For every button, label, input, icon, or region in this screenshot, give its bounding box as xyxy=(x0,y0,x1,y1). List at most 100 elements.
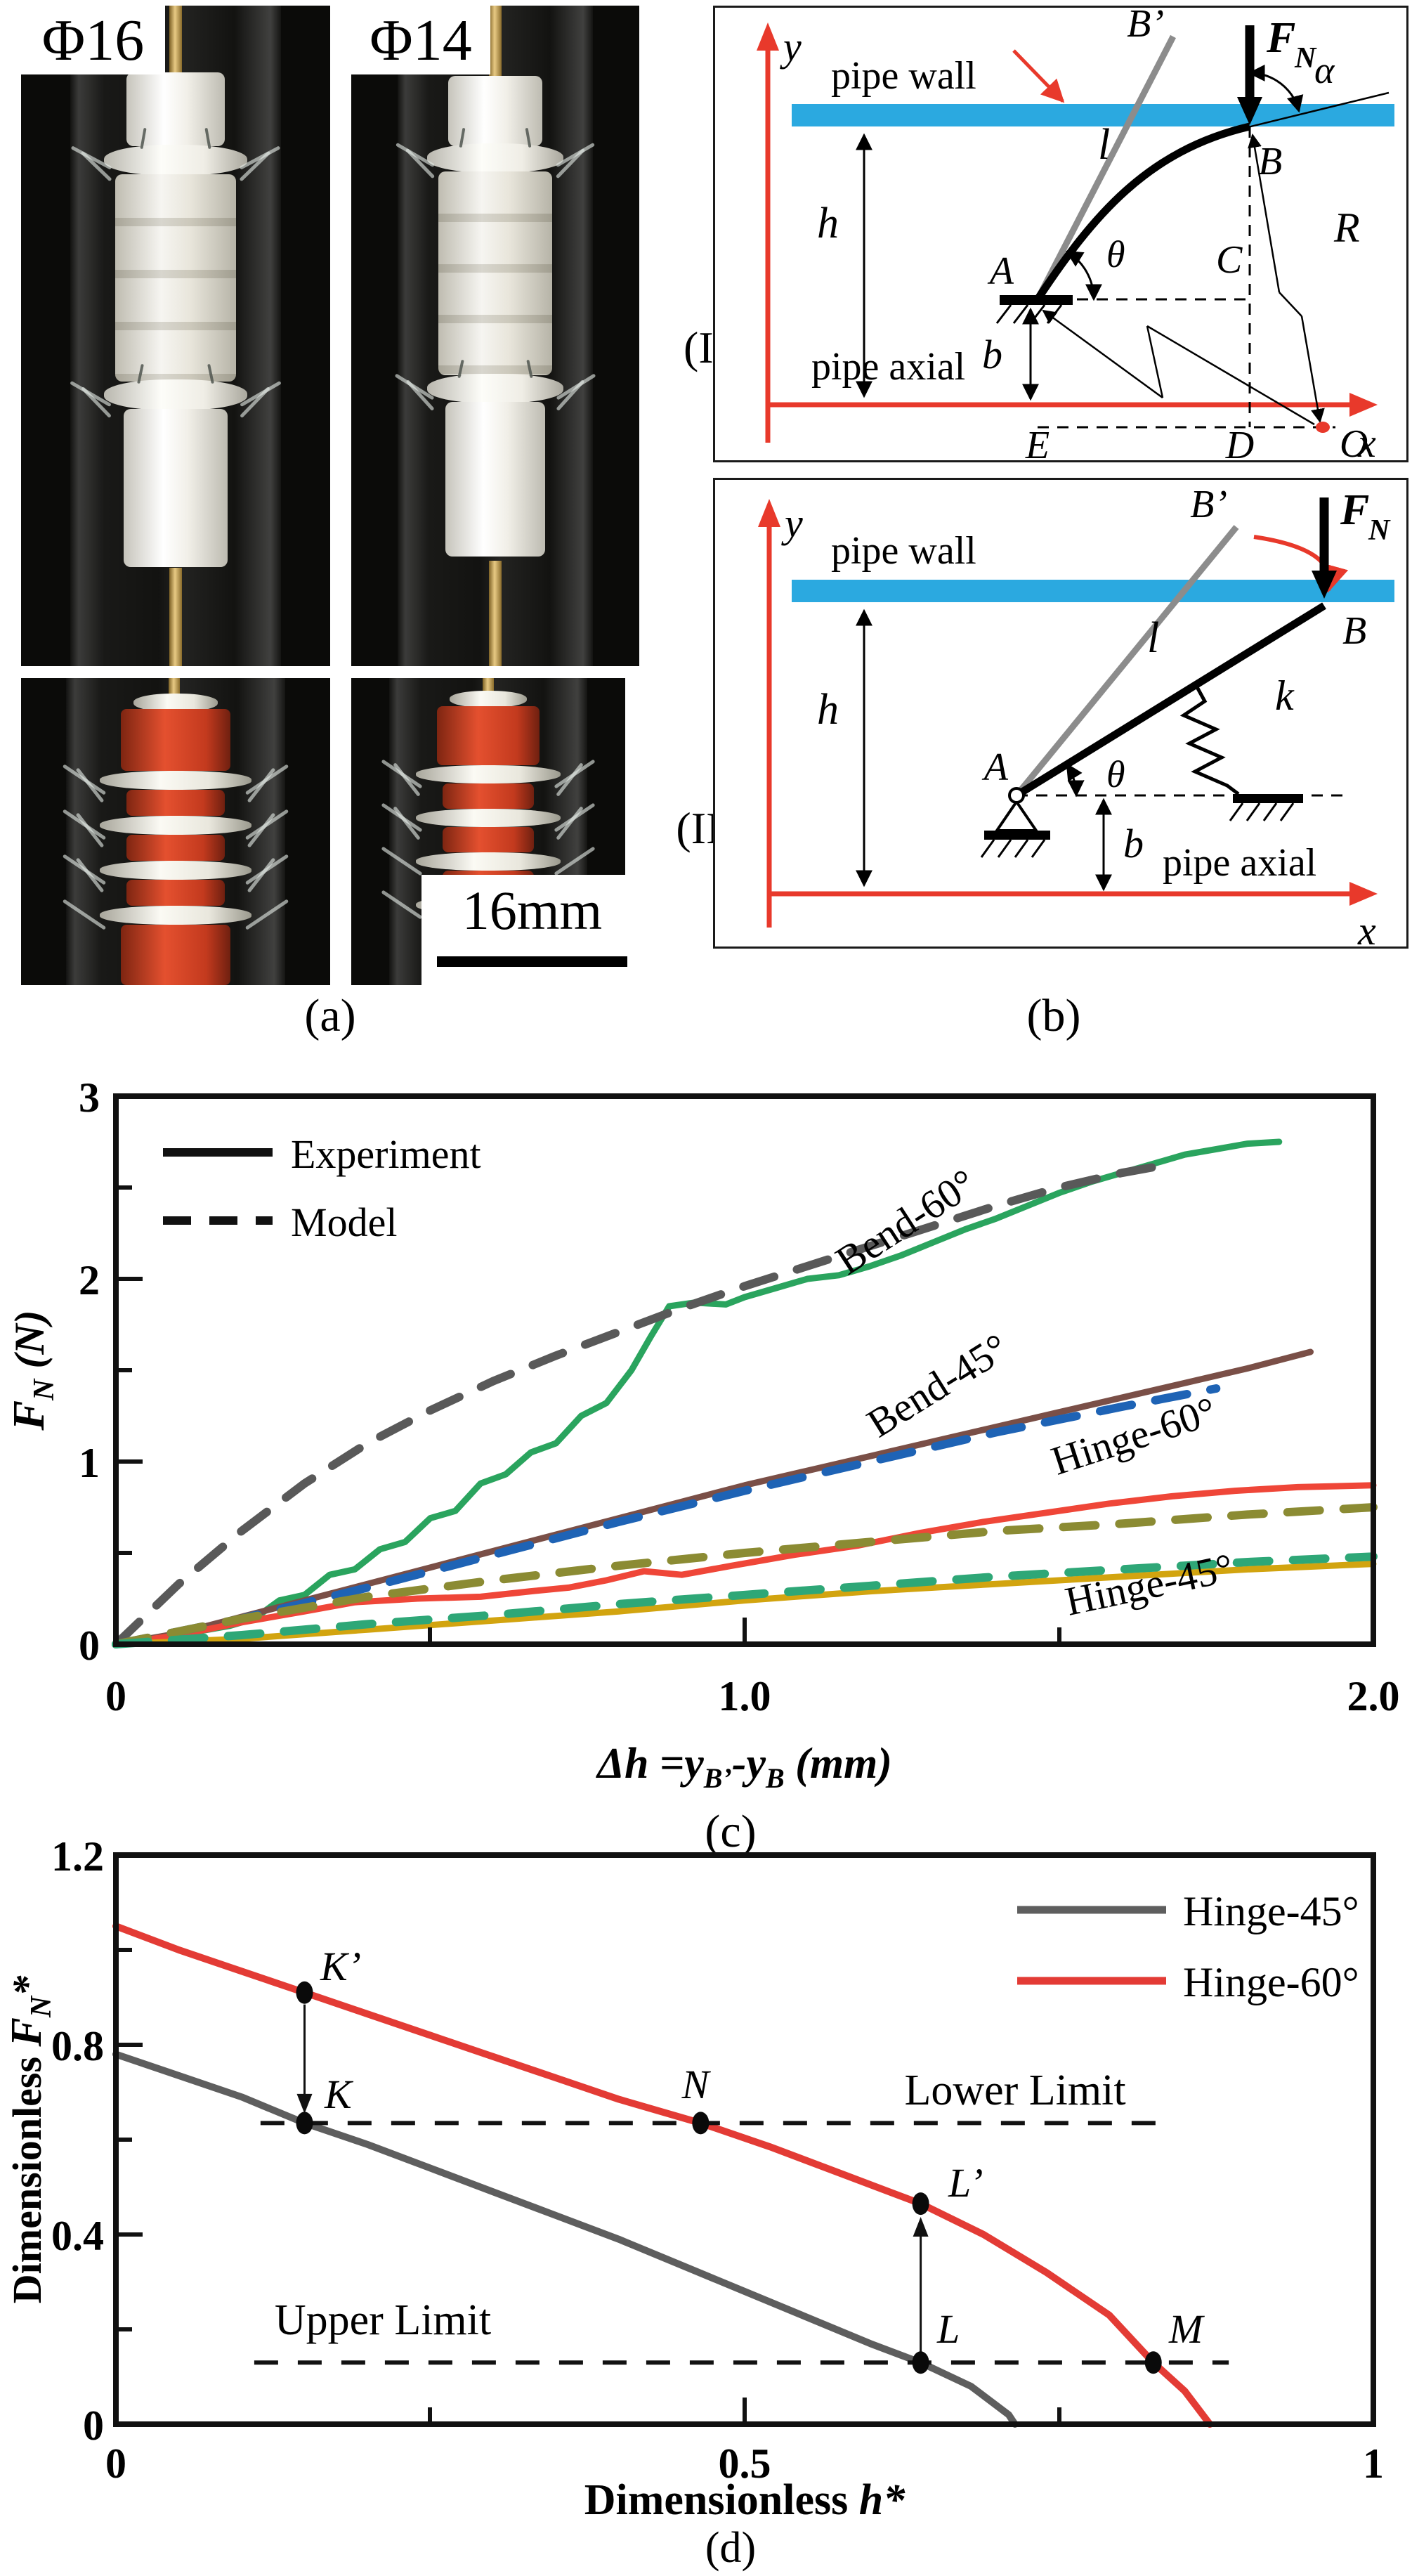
scale-bar-line xyxy=(437,956,627,967)
spring-ground-pad xyxy=(1233,794,1303,803)
x-title-star: * xyxy=(883,2476,906,2524)
curve-label-bend60: Bend-60° xyxy=(828,1160,983,1284)
pin xyxy=(489,561,502,666)
length-label: l xyxy=(1147,614,1159,662)
theta-angle-arc xyxy=(1066,762,1085,798)
device-body xyxy=(115,174,236,382)
xtick-1: 1.0 xyxy=(719,1673,771,1719)
x-tick-labels: 0 0.5 1 xyxy=(105,2440,1384,2487)
x-title-p3: (mm) xyxy=(785,1740,892,1788)
phi16-text: Φ16 xyxy=(41,7,145,73)
x-axis-title: Dimensionless h* xyxy=(584,2476,906,2524)
leg-pointer-arrow xyxy=(1012,49,1065,103)
phi14-text: Φ14 xyxy=(370,7,472,73)
ytick-0p4: 0.4 xyxy=(51,2213,104,2259)
series-curve xyxy=(112,1923,1214,2428)
series-curve xyxy=(112,1159,1177,1648)
red-point-labels: A B B’ C D E O xyxy=(987,6,1368,462)
y-title-sub: N xyxy=(28,1378,60,1401)
photo-label-phi16: Φ16 xyxy=(21,6,165,74)
series-curve xyxy=(112,1503,1378,1648)
chart-d: 1.2 0.8 0.4 0 0 0.5 1 Hinge-45° Hinge-60… xyxy=(3,1841,1384,2572)
force-label: F xyxy=(1340,486,1369,534)
device-red-seg xyxy=(443,783,534,809)
ytick-0: 0 xyxy=(79,1622,100,1669)
point-k-label: K xyxy=(324,2071,354,2117)
coordinate-axes xyxy=(765,42,1357,443)
legend-hinge45-label: Hinge-45° xyxy=(1183,1888,1359,1934)
scale-bar-label: 16mm xyxy=(421,879,643,942)
diagram-frame xyxy=(713,478,1408,949)
point-labels: K’ K N L’ L M xyxy=(320,1944,1205,2352)
force-label: F xyxy=(1266,14,1295,62)
series-curve xyxy=(112,1561,1377,1648)
legend-experiment-label: Experiment xyxy=(291,1131,481,1177)
ytick-0p8: 0.8 xyxy=(51,2023,104,2069)
transfer-arrowhead xyxy=(913,2217,929,2237)
chart-c: 3 2 1 0 0 1.0 2.0 Experiment Model Bend-… xyxy=(4,1074,1400,1857)
xtick-1: 1 xyxy=(1363,2440,1384,2487)
pipe-wall-text: pipe wall xyxy=(831,54,976,98)
b-label: b xyxy=(1123,821,1144,866)
curve-label-hinge45: Hinge-45° xyxy=(1061,1544,1237,1625)
construction-dashed-lines xyxy=(1038,126,1335,429)
point-d-label: D xyxy=(1225,424,1254,462)
pin-joint xyxy=(1008,787,1025,804)
legend: Experiment Model xyxy=(163,1131,481,1245)
caption-a-text: (a) xyxy=(304,990,356,1041)
h-label: h xyxy=(817,200,839,247)
y-ticks xyxy=(116,1185,143,1555)
device-red-seg xyxy=(443,827,534,852)
pipe-axial-text: pipe axial xyxy=(811,345,965,389)
x-axis-arrowhead xyxy=(1349,393,1378,417)
device-red-seg xyxy=(126,880,225,906)
undeformed-leg-line xyxy=(1035,34,1176,301)
y-axis-label: y xyxy=(780,24,802,70)
point-a-label: A xyxy=(987,249,1014,293)
data-point xyxy=(1144,2351,1162,2374)
h-label: h xyxy=(817,686,839,734)
radius-label: R xyxy=(1333,204,1360,251)
alpha-label: α xyxy=(1314,49,1335,91)
point-b-prime-label: B’ xyxy=(1190,483,1227,526)
ytick-3: 3 xyxy=(79,1074,100,1121)
legend: Hinge-45° Hinge-60° xyxy=(1017,1888,1359,2005)
y-axis-arrowhead xyxy=(758,499,780,527)
pin-ground-hatching xyxy=(980,839,1046,858)
device-disc xyxy=(62,854,289,893)
photo-phi16-deployed xyxy=(21,678,330,985)
panel-a: Φ16 xyxy=(0,0,710,1054)
point-b-label: B xyxy=(1342,609,1366,653)
point-o-label: O xyxy=(1340,422,1368,462)
legend-model-label: Model xyxy=(291,1199,397,1245)
photo-phi16-pristine: Φ16 xyxy=(21,6,330,666)
x-title-p1: Δh = xyxy=(595,1740,684,1788)
photo-phi14-pristine: Φ14 xyxy=(351,6,639,666)
lower-limit-label: Lower Limit xyxy=(904,2067,1125,2114)
b-label: b xyxy=(982,332,1002,377)
coordinate-axes xyxy=(766,519,1357,928)
undeformed-rod-line xyxy=(1014,525,1239,798)
xtick-2: 2.0 xyxy=(1347,1673,1400,1719)
theta-label: θ xyxy=(1106,233,1125,275)
series-curve xyxy=(112,1138,1283,1648)
scale-bar-text: 16mm xyxy=(462,880,603,941)
device-disc xyxy=(62,764,289,803)
x-title-h: h xyxy=(859,2476,883,2524)
data-point xyxy=(912,2192,929,2216)
ytick-2: 2 xyxy=(79,1257,100,1303)
pipe-wall-bar xyxy=(792,580,1394,602)
point-a-label: A xyxy=(981,746,1009,789)
x-axis-label: x xyxy=(1357,420,1376,462)
caption-a: (a) xyxy=(239,989,421,1043)
x-title-p2: - xyxy=(732,1740,747,1788)
device-disc xyxy=(62,809,289,848)
point-k-prime-label: K’ xyxy=(320,1944,361,1989)
data-point xyxy=(296,1981,313,2004)
spring-constant-label: k xyxy=(1275,672,1295,719)
point-l-label: L xyxy=(936,2306,960,2352)
theta-angle-arc xyxy=(1065,250,1102,301)
fixed-clamp xyxy=(1000,295,1073,305)
data-point xyxy=(296,2112,313,2135)
